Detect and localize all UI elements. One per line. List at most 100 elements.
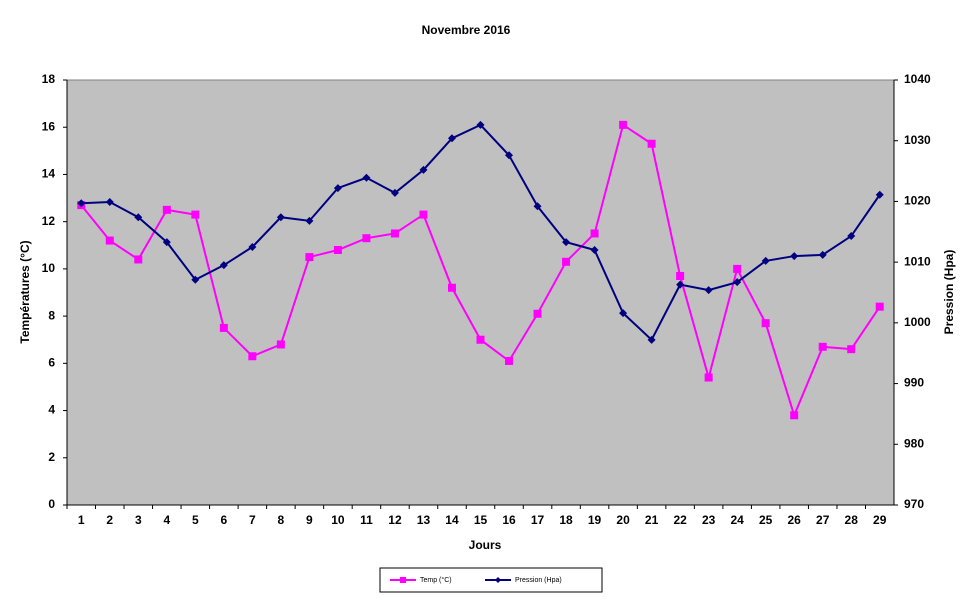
point <box>533 309 542 318</box>
point <box>333 246 342 254</box>
point <box>733 264 742 273</box>
point <box>419 210 428 219</box>
x-tick-label: 6 <box>221 513 228 527</box>
point <box>134 255 143 264</box>
y-tick-label: 2 <box>48 450 55 464</box>
x-tick-label: 11 <box>360 513 373 527</box>
x-tick-label: 29 <box>873 513 887 527</box>
point <box>790 252 799 261</box>
point <box>390 229 399 238</box>
point <box>219 323 228 332</box>
point <box>162 205 171 214</box>
x-tick-label: 8 <box>278 513 285 527</box>
y-tick-label: 16 <box>42 119 56 133</box>
point <box>134 213 143 222</box>
x-tick-label: 21 <box>645 513 659 527</box>
point <box>305 216 314 225</box>
y2-tick-label: 1040 <box>904 72 931 86</box>
point <box>276 213 285 222</box>
y2-tick-label: 1030 <box>904 133 931 147</box>
point <box>619 120 628 129</box>
point <box>847 345 856 354</box>
y-tick-label: 4 <box>48 403 55 417</box>
point <box>647 139 656 148</box>
point <box>676 271 685 280</box>
point <box>704 286 713 295</box>
point <box>248 352 257 361</box>
x-tick-label: 23 <box>702 513 716 527</box>
y-tick-label: 8 <box>48 308 55 322</box>
point <box>647 335 656 344</box>
y2-axis-label: Pression (Hpa) <box>942 250 956 335</box>
point <box>875 302 884 311</box>
x-tick-label: 15 <box>474 513 488 527</box>
x-tick-label: 19 <box>588 513 602 527</box>
x-tick-label: 22 <box>673 513 687 527</box>
point <box>847 232 856 241</box>
legend-label: Temp (°C) <box>420 576 452 584</box>
point <box>505 356 514 365</box>
y2-tick-label: 1020 <box>904 194 931 208</box>
point <box>590 246 599 254</box>
point <box>191 275 200 284</box>
y2-tick-label: 970 <box>904 497 924 511</box>
point <box>191 210 200 219</box>
x-tick-label: 28 <box>845 513 859 527</box>
x-tick-label: 17 <box>531 513 545 527</box>
point <box>476 120 485 129</box>
point <box>77 199 86 208</box>
legend-marker <box>495 577 501 583</box>
point <box>875 190 884 199</box>
x-tick-label: 27 <box>816 513 830 527</box>
point <box>105 236 114 245</box>
x-tick-label: 20 <box>616 513 630 527</box>
legend-marker <box>400 577 406 583</box>
point <box>362 173 371 182</box>
chart-title: Novembre 2016 <box>422 23 511 37</box>
y-tick-label: 18 <box>42 72 56 86</box>
point <box>447 283 456 292</box>
x-tick-label: 10 <box>331 513 345 527</box>
x-tick-label: 1 <box>78 513 85 527</box>
point <box>162 238 171 247</box>
x-tick-label: 5 <box>192 513 199 527</box>
y-tick-label: 0 <box>48 497 55 511</box>
legend-label: Pression (Hpa) <box>515 577 562 584</box>
x-tick-label: 26 <box>788 513 802 527</box>
y-tick-label: 10 <box>42 261 56 275</box>
x-tick-label: 13 <box>417 513 431 527</box>
y2-tick-label: 980 <box>904 436 924 450</box>
x-tick-label: 7 <box>249 513 256 527</box>
point <box>476 335 485 344</box>
point <box>562 238 571 247</box>
point <box>505 151 514 160</box>
y2-tick-label: 990 <box>904 376 924 390</box>
point <box>248 242 257 251</box>
y-tick-label: 12 <box>42 214 56 228</box>
point <box>818 250 827 259</box>
point <box>419 165 428 174</box>
point <box>276 340 285 349</box>
x-tick-label: 4 <box>163 513 170 527</box>
point <box>219 261 228 270</box>
point <box>818 342 827 351</box>
point <box>676 280 685 289</box>
y2-tick-label: 1000 <box>904 315 931 329</box>
point <box>447 134 456 143</box>
point <box>305 253 314 262</box>
point <box>733 278 742 287</box>
point <box>105 198 114 207</box>
point <box>761 256 770 265</box>
x-tick-label: 9 <box>306 513 313 527</box>
y2-tick-label: 1010 <box>904 254 931 268</box>
point <box>590 229 599 238</box>
y-tick-label: 6 <box>48 356 55 370</box>
point <box>390 188 399 197</box>
x-tick-label: 12 <box>388 513 402 527</box>
point <box>333 184 342 193</box>
plot-area <box>66 79 895 506</box>
point <box>704 373 713 382</box>
x-tick-label: 2 <box>106 513 113 527</box>
x-tick-label: 18 <box>559 513 573 527</box>
